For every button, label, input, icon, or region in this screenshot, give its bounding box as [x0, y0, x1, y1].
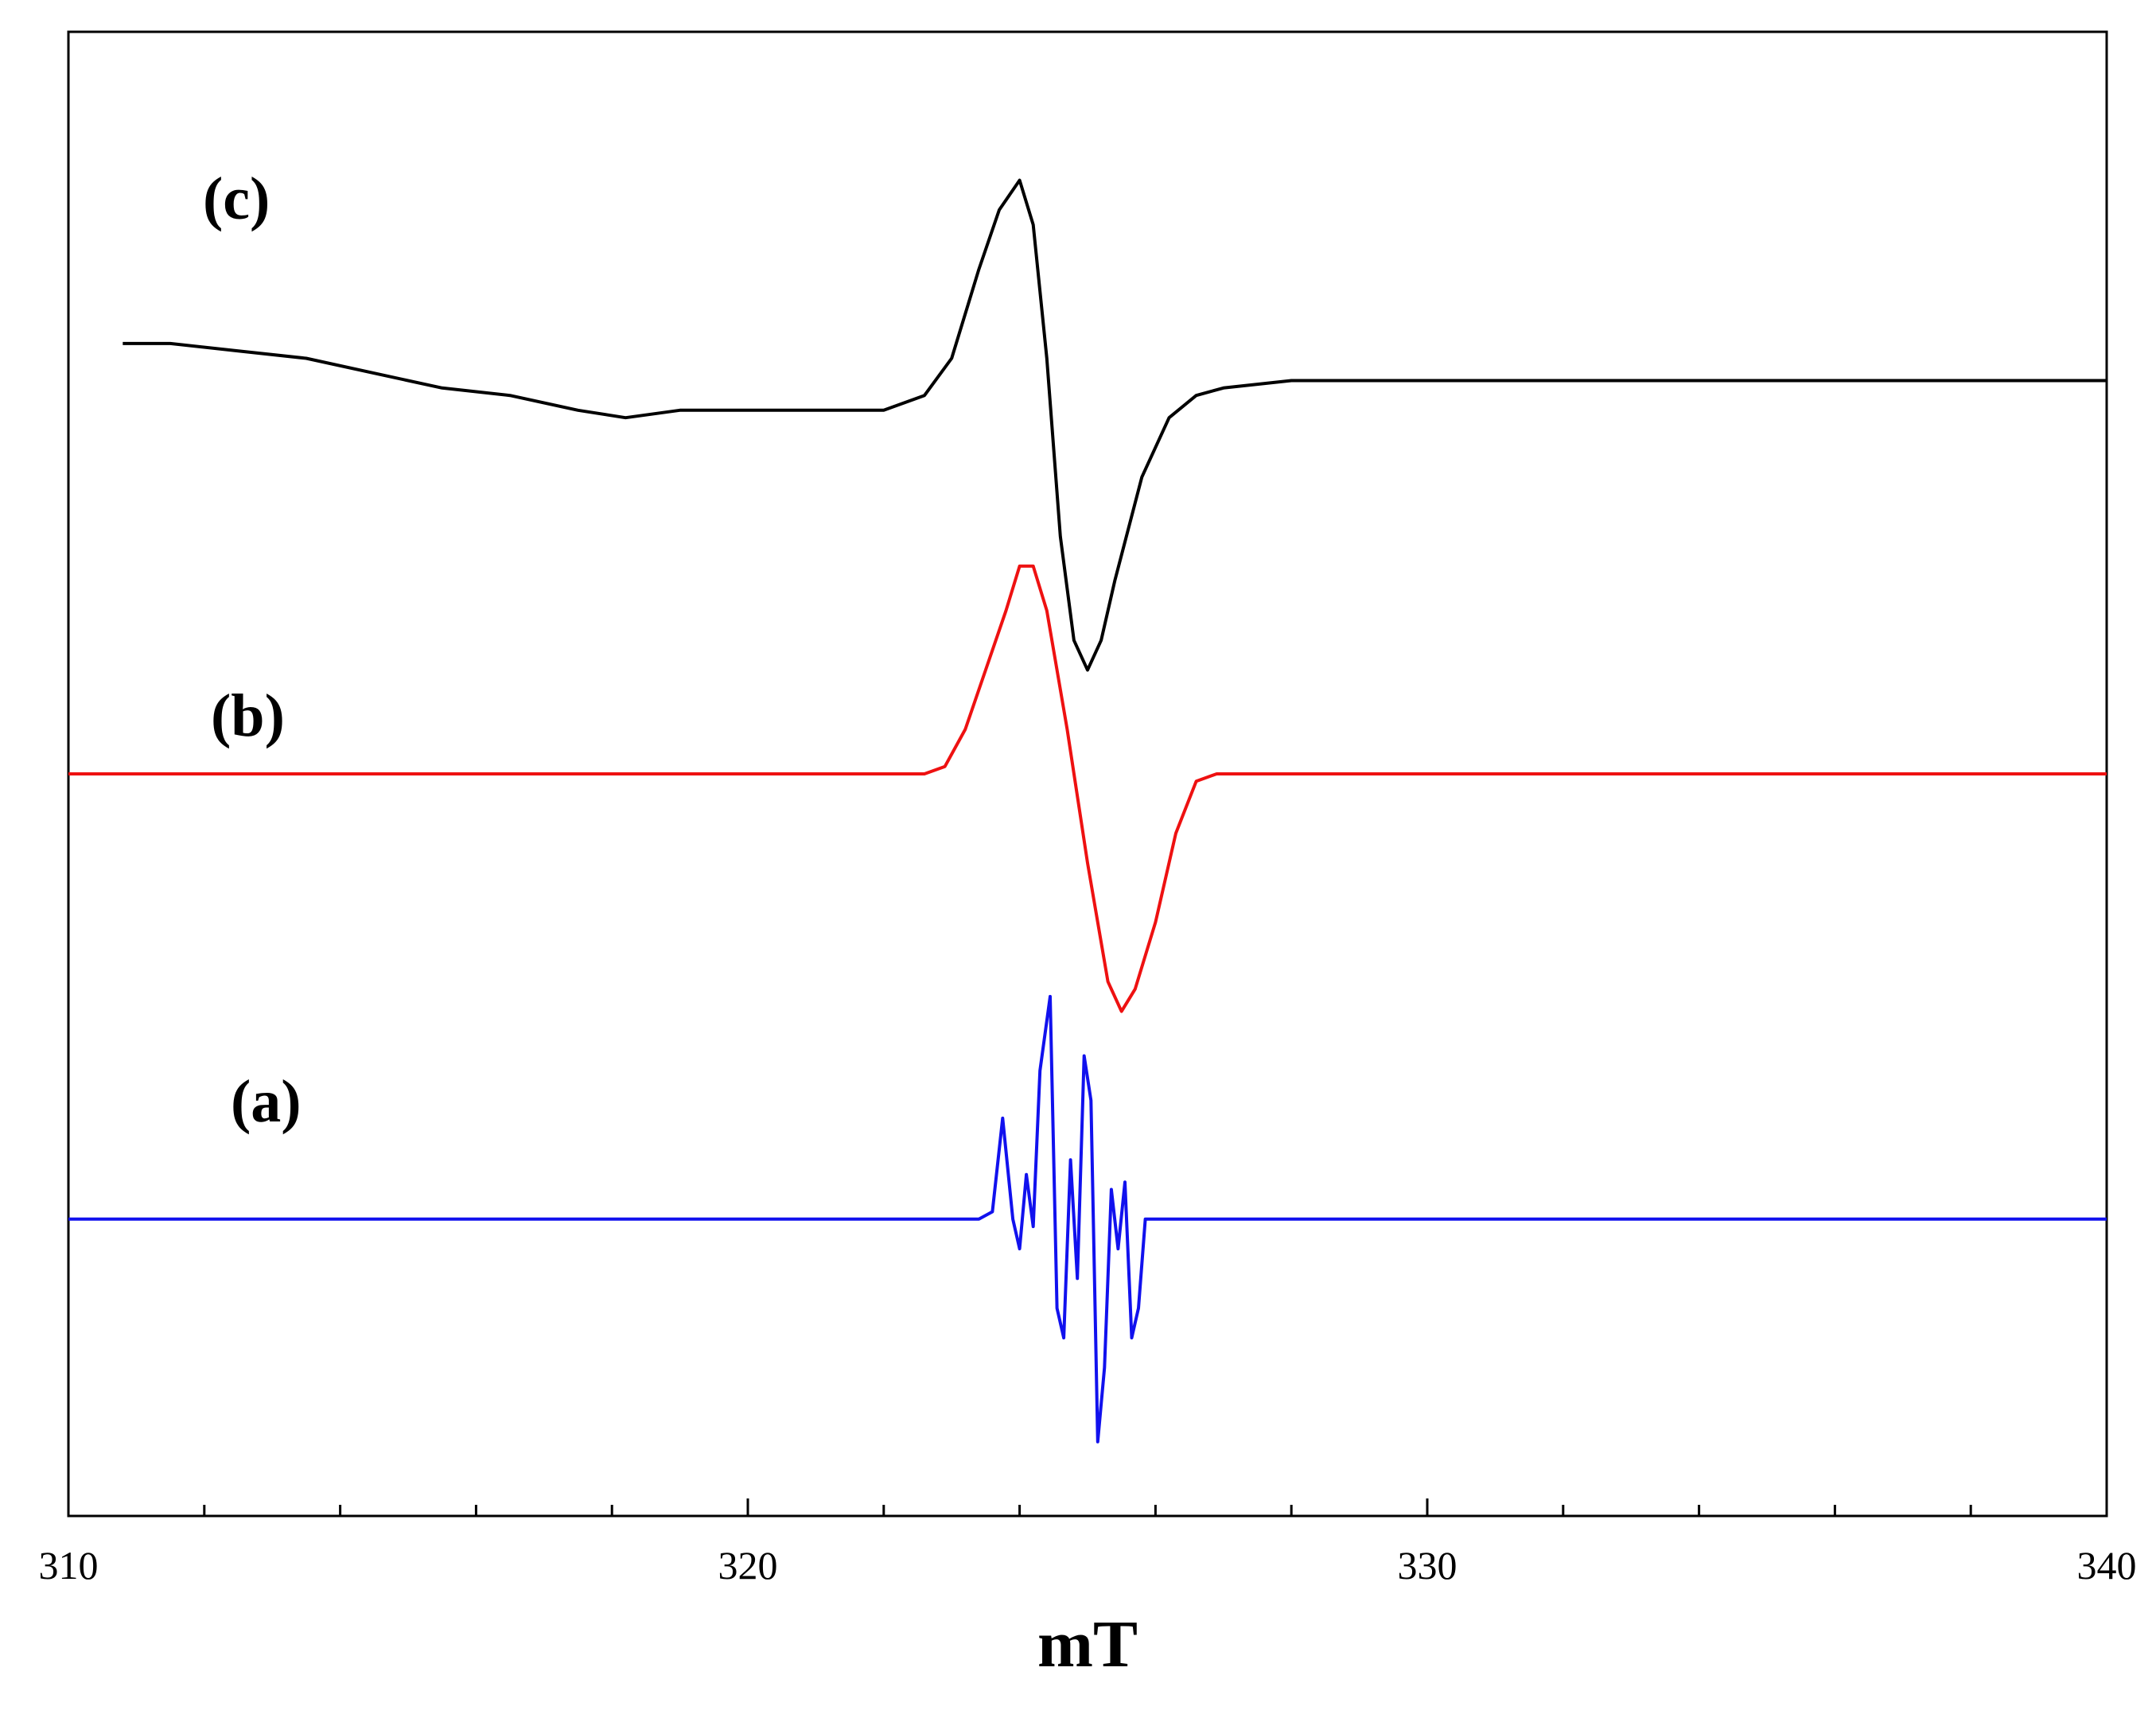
- x-tick-label: 310: [39, 1543, 99, 1588]
- series-line-b: [68, 564, 2107, 1013]
- curve-labels: (c) (b) (a): [203, 165, 302, 1135]
- series-line-a: [68, 994, 2107, 1444]
- x-tick-label: 320: [718, 1543, 778, 1588]
- x-tick-label: 330: [1398, 1543, 1457, 1588]
- x-axis-title: mT: [1037, 1607, 1138, 1681]
- curve-label-c: (c): [203, 165, 270, 232]
- series-layer: [68, 178, 2107, 1444]
- x-tick-label: 340: [2077, 1543, 2137, 1588]
- x-axis-tick-labels: 310 320 330 340: [39, 1543, 2137, 1588]
- series-line-c: [123, 178, 2107, 672]
- curve-label-b: (b): [211, 682, 285, 749]
- curve-label-a: (a): [231, 1068, 302, 1135]
- x-axis-ticks: [203, 1498, 1972, 1516]
